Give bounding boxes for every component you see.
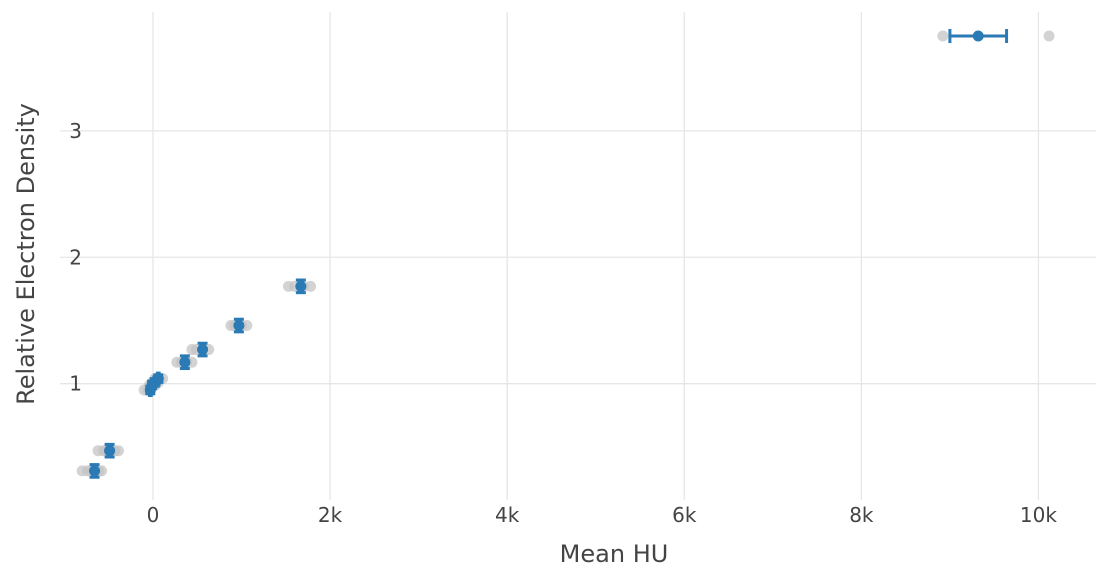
- data-point: [179, 354, 191, 371]
- mean-point: [233, 320, 245, 332]
- mean-point: [152, 373, 164, 385]
- mean-point: [179, 356, 191, 368]
- mean-points: [89, 29, 1009, 479]
- sample-point: [112, 445, 124, 457]
- y-tick-label: 1: [69, 372, 82, 396]
- x-tick-label: 0: [147, 503, 160, 527]
- data-point: [89, 463, 101, 479]
- data-point: [197, 341, 209, 358]
- sample-point: [305, 280, 317, 292]
- data-point: [295, 278, 307, 295]
- tick-labels: 0 2k 4k 6k 8k 10k 1 2 3: [69, 119, 1057, 527]
- x-tick-label: 6k: [672, 503, 697, 527]
- x-tick-label: 2k: [318, 503, 343, 527]
- data-point: [948, 29, 1009, 44]
- data-point: [104, 442, 116, 459]
- mean-point: [295, 280, 307, 292]
- x-tick-label: 4k: [495, 503, 520, 527]
- sample-point: [937, 30, 949, 42]
- y-tick-label: 3: [69, 119, 82, 143]
- sample-point: [241, 320, 253, 332]
- y-axis-title: Relative Electron Density: [12, 103, 40, 405]
- x-axis-title: Mean HU: [560, 540, 669, 568]
- mean-point: [104, 445, 116, 457]
- mean-point: [89, 465, 101, 477]
- mean-point: [197, 344, 209, 356]
- x-tick-label: 10k: [1020, 503, 1057, 527]
- sample-point: [1043, 30, 1055, 42]
- data-point: [233, 317, 245, 334]
- y-tick-label: 2: [69, 245, 82, 269]
- x-tick-label: 8k: [849, 503, 874, 527]
- data-point: [152, 371, 164, 386]
- grid: [60, 12, 1096, 500]
- sample-points: [76, 30, 1055, 477]
- mean-point: [972, 30, 984, 42]
